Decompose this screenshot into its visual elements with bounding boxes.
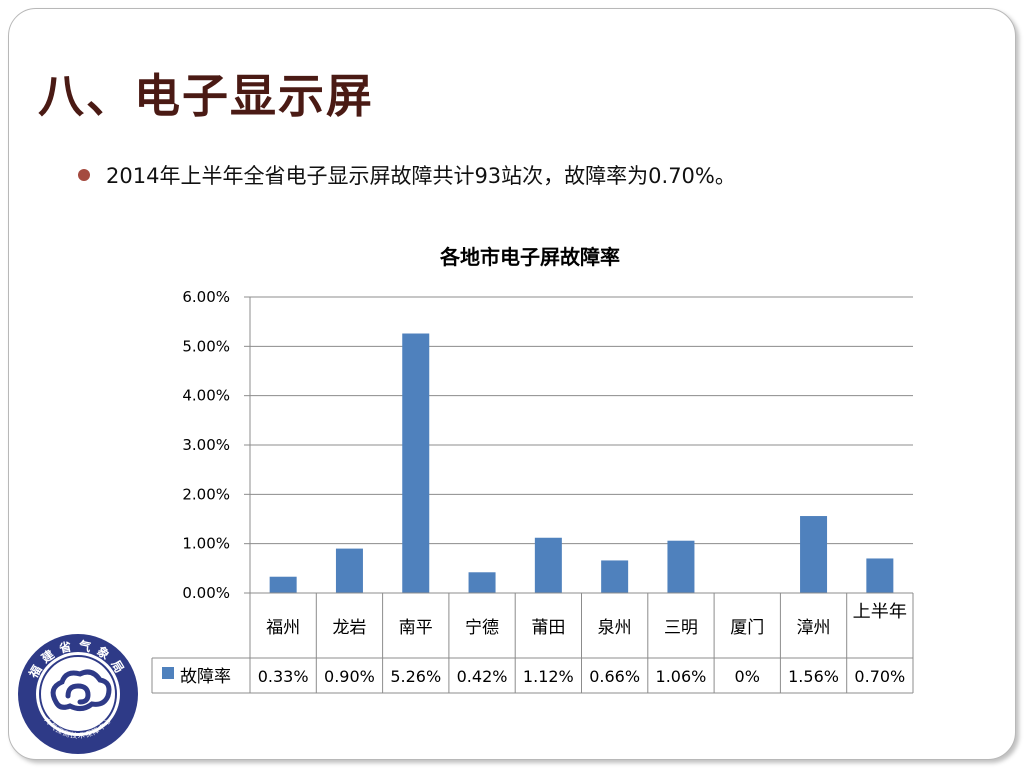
category-label: 三明 — [664, 618, 698, 638]
category-label: 漳州 — [797, 618, 831, 638]
y-axis: 0.00% 1.00% 2.00% 3.00% 4.00% 5.00% 6.00% — [182, 288, 251, 602]
y-tick-label: 6.00% — [182, 288, 230, 306]
y-tick-label: 2.00% — [182, 485, 230, 503]
bar — [800, 516, 828, 593]
chart-title: 各地市电子屏故障率 — [439, 245, 620, 269]
bar — [335, 548, 363, 593]
bar — [667, 540, 695, 593]
bar — [534, 537, 562, 593]
category-label: 龙岩 — [332, 618, 366, 638]
legend-label: 故障率 — [180, 667, 231, 687]
legend-swatch — [162, 667, 174, 679]
slide-frame — [8, 8, 1016, 760]
data-label: 0.33% — [258, 667, 309, 686]
bar-series — [269, 333, 894, 593]
category-label: 南平 — [399, 618, 433, 638]
y-tick-label: 0.00% — [182, 584, 230, 602]
category-label: 福州 — [266, 618, 300, 638]
category-label: 上半年 — [853, 602, 907, 622]
data-label: 0.42% — [457, 667, 508, 686]
category-label: 泉州 — [598, 618, 632, 638]
slide-title: 八、电子显示屏 — [38, 69, 374, 123]
category-label: 莆田 — [531, 618, 565, 638]
data-label: 1.06% — [656, 667, 707, 686]
data-label: 1.12% — [523, 667, 574, 686]
y-tick-label: 5.00% — [182, 337, 230, 355]
data-label: 0.70% — [854, 667, 905, 686]
logo: 福建省气象局 大气探测技术保障中心 — [18, 634, 138, 754]
cloud-emblem-icon — [50, 669, 112, 712]
data-label: 0.90% — [324, 667, 375, 686]
chart-gridlines — [250, 296, 913, 545]
category-label: 厦门 — [730, 618, 764, 638]
y-tick-label: 3.00% — [182, 436, 230, 454]
bar — [269, 576, 297, 593]
data-label: 0.66% — [589, 667, 640, 686]
bar — [601, 560, 629, 593]
data-label: 1.56% — [788, 667, 839, 686]
bullet-dot-icon — [78, 169, 90, 181]
data-label: 5.26% — [390, 667, 441, 686]
bar — [402, 333, 430, 593]
bar — [866, 558, 894, 593]
bullet-text: 2014年上半年全省电子显示屏故障共计93站次，故障率为0.70%。 — [106, 164, 736, 188]
bullet-item: 2014年上半年全省电子显示屏故障共计93站次，故障率为0.70%。 — [78, 160, 736, 190]
category-label: 宁德 — [465, 618, 499, 638]
y-tick-label: 4.00% — [182, 387, 230, 405]
y-tick-label: 1.00% — [182, 535, 230, 553]
data-label: 0% — [735, 667, 760, 686]
bar — [468, 572, 496, 593]
